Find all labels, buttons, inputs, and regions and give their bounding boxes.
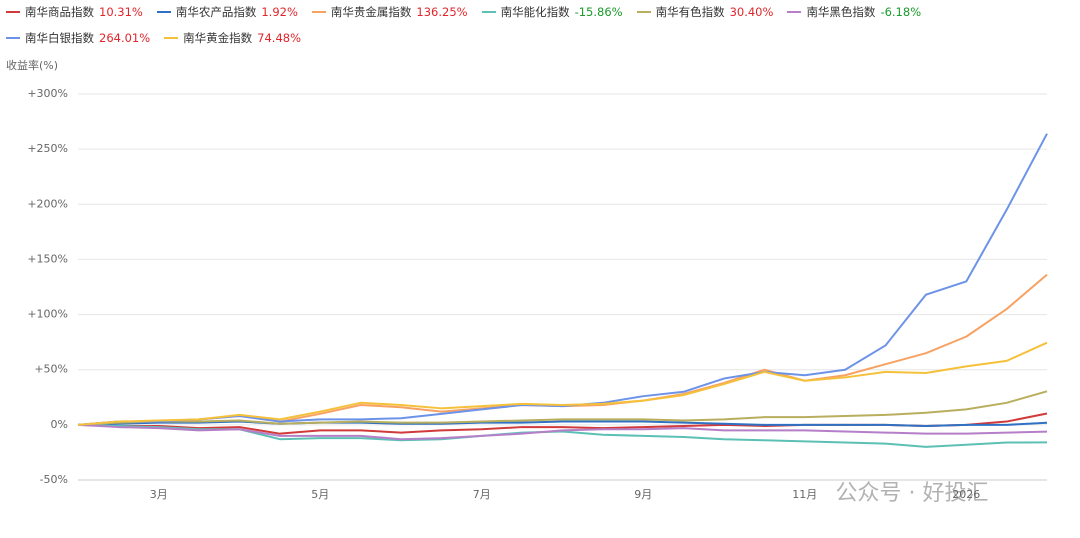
legend-item[interactable]: 南华有色指数 30.40% [636, 4, 774, 20]
legend-value: 10.31% [99, 5, 143, 19]
legend-name: 南华贵金属指数 [330, 5, 412, 19]
series-line [77, 341, 1048, 426]
y-tick-label: +250% [27, 142, 68, 155]
legend-value: 136.25% [416, 5, 468, 19]
legend-swatch [164, 37, 179, 39]
legend-name: 南华有色指数 [655, 5, 725, 19]
series-line [77, 273, 1048, 426]
watermark: 公众号 · 好投汇 [836, 481, 989, 506]
y-tick-label: +150% [27, 252, 68, 265]
x-tick-label: 3月 [150, 488, 168, 501]
y-tick-label: +200% [27, 197, 68, 210]
y-tick-label: +50% [34, 363, 68, 376]
legend-value: 1.92% [261, 5, 298, 19]
legend-value: 74.48% [257, 31, 302, 45]
legend-item[interactable]: 南华黄金指数 74.48% [164, 30, 301, 46]
legend-item[interactable]: 南华能化指数 -15.86% [481, 4, 623, 20]
legend-item[interactable]: 南华白银指数 264.01% [6, 30, 150, 46]
x-tick-label: 5月 [311, 488, 329, 501]
legend-item[interactable]: 南华商品指数 10.31% [6, 4, 143, 20]
x-tick-label: 9月 [634, 488, 652, 501]
legend-value: 30.40% [729, 5, 774, 19]
x-tick-label: 7月 [473, 488, 491, 501]
legend-name: 南华黑色指数 [806, 5, 876, 19]
legend-name: 南华黄金指数 [183, 31, 253, 45]
legend-swatch [156, 11, 171, 13]
legend-swatch [481, 11, 496, 13]
legend-value: 264.01% [99, 31, 151, 45]
y-axis-label: 收益率(%) [6, 58, 58, 72]
y-tick-label: -50% [40, 473, 68, 486]
legend-swatch [311, 11, 326, 13]
legend-swatch [6, 11, 20, 13]
x-tick-label: 2026 [952, 488, 980, 501]
legend-value: -15.86% [574, 5, 623, 19]
legend-swatch [6, 37, 20, 39]
series-line [77, 420, 1048, 427]
legend-value: -6.18% [880, 5, 922, 19]
y-tick-label: +300% [27, 87, 68, 100]
series-line [77, 133, 1048, 426]
legend-name: 南华白银指数 [25, 31, 94, 45]
legend-name: 南华能化指数 [500, 5, 570, 19]
legend-item[interactable]: 南华农产品指数 1.92% [156, 4, 298, 20]
legend-swatch [636, 11, 651, 13]
legend-name: 南华农产品指数 [175, 5, 257, 19]
legend-item[interactable]: 南华贵金属指数 136.25% [311, 4, 468, 20]
legend-swatch [787, 11, 802, 13]
legend: 南华商品指数 10.31% 南华农产品指数 1.92% 南华贵金属指数 136.25% 南华… [6, 4, 1066, 46]
series-line [77, 423, 1048, 441]
legend-item[interactable]: 南华黑色指数 -6.18% [787, 4, 921, 20]
x-tick-label: 11月 [792, 488, 817, 501]
y-tick-label: 0% [51, 418, 68, 431]
y-tick-label: +100% [27, 308, 68, 321]
legend-name: 南华商品指数 [25, 5, 94, 19]
series-line [77, 390, 1048, 426]
